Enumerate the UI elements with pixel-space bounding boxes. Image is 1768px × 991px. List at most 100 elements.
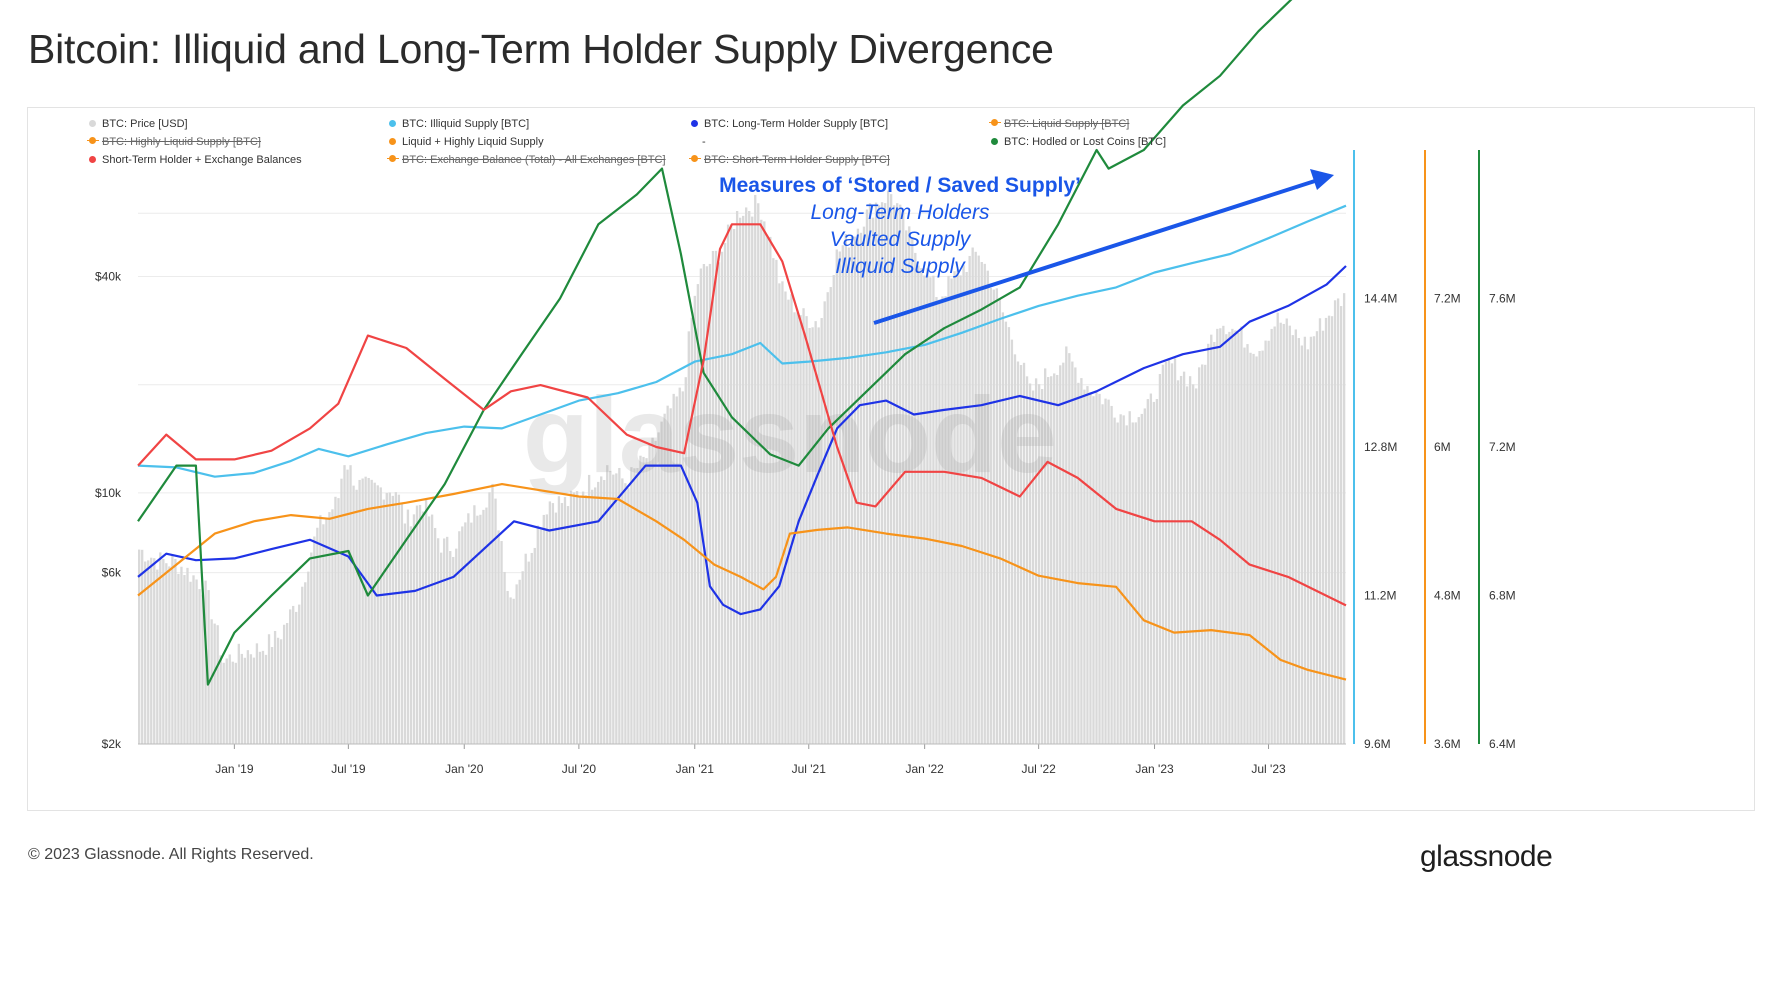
legend-item-dash[interactable]: -: [702, 136, 706, 148]
x-tick-label: Jul '19: [331, 762, 366, 776]
price-bar: [282, 624, 286, 744]
y-tick-label: $6k: [102, 566, 122, 580]
price-bar: [729, 224, 733, 745]
price-bar: [255, 643, 259, 744]
price-bar: [742, 215, 745, 744]
price-bar: [545, 514, 549, 744]
price-bar: [424, 498, 428, 744]
page-title: Bitcoin: Illiquid and Long-Term Holder S…: [28, 26, 1054, 72]
price-bar: [1134, 422, 1137, 744]
price-bar: [995, 288, 998, 744]
price-bar: [1198, 367, 1201, 744]
legend-dot-icon: [389, 138, 396, 145]
price-bar: [1270, 328, 1273, 744]
price-bar: [660, 421, 663, 744]
annotation-line: Illiquid Supply: [835, 255, 965, 278]
legend-item-sth-exchange[interactable]: Short-Term Holder + Exchange Balances: [86, 153, 302, 167]
price-bar: [1327, 315, 1331, 744]
price-bar: [1342, 293, 1346, 744]
legend-item-lth[interactable]: BTC: Long-Term Holder Supply [BTC]: [688, 117, 888, 131]
price-bar: [234, 662, 237, 744]
price-bar: [654, 440, 657, 744]
price-bar: [826, 292, 829, 744]
price-bar: [769, 236, 772, 744]
price-bar: [1152, 401, 1156, 744]
legend-disabled-icon: [386, 155, 399, 163]
price-bar: [1146, 399, 1149, 744]
price-bar: [473, 505, 476, 744]
price-bar: [639, 455, 642, 744]
price-bar: [304, 582, 307, 744]
price-bar: [651, 437, 654, 744]
price-bar: [1113, 417, 1116, 744]
price-bar: [210, 619, 213, 744]
price-bar: [1107, 399, 1110, 744]
price-bar: [458, 531, 461, 744]
price-bar: [394, 492, 398, 744]
axes: Jan '19 Jul '19 Jan '20 Jul '20 Jan '21 Jul '…: [95, 150, 1516, 776]
price-bar: [566, 506, 570, 744]
price-bar: [322, 524, 325, 744]
price-bar: [591, 489, 594, 744]
price-bar: [276, 637, 280, 744]
price-bar: [201, 594, 204, 744]
legend-item-illiquid[interactable]: BTC: Illiquid Supply [BTC]: [386, 117, 529, 131]
price-bar: [186, 567, 189, 744]
legend-item-price[interactable]: BTC: Price [USD]: [86, 117, 188, 131]
price-bar: [805, 316, 808, 744]
price-bar: [621, 478, 624, 744]
price-bar: [1179, 375, 1183, 744]
price-bar: [977, 255, 980, 744]
price-bar: [1240, 326, 1243, 744]
price-bar: [488, 492, 491, 744]
price-bar: [893, 205, 896, 745]
price-bar: [171, 555, 174, 744]
price-bar: [440, 552, 443, 744]
price-bar: [950, 278, 953, 744]
price-bar: [868, 203, 872, 744]
price-bar: [222, 662, 225, 744]
price-bar: [847, 247, 851, 744]
price-bar: [983, 263, 986, 744]
legend-item-hodled[interactable]: BTC: Hodled or Lost Coins [BTC]: [988, 135, 1166, 149]
price-bar: [914, 252, 917, 744]
series-lines: [137, 0, 1347, 686]
price-bar: [1019, 365, 1023, 744]
legend-item-highly-liquid[interactable]: BTC: Highly Liquid Supply [BTC]: [86, 135, 261, 149]
legend-item-exchange-balance[interactable]: BTC: Exchange Balance (Total) - All Exch…: [386, 153, 666, 167]
price-bar: [974, 251, 977, 744]
price-bar: [485, 507, 488, 744]
legend-item-liquid[interactable]: BTC: Liquid Supply [BTC]: [988, 117, 1129, 131]
price-bar: [1303, 336, 1307, 744]
price-bar: [766, 236, 769, 744]
price-bar: [1062, 362, 1065, 744]
right-axis-tick-label: 11.2M: [1364, 589, 1396, 603]
price-bar: [615, 473, 618, 744]
legend-item-liquid-plus[interactable]: Liquid + Highly Liquid Supply: [386, 135, 544, 149]
y-tick-label: $40k: [95, 270, 122, 284]
price-bar: [1219, 328, 1222, 744]
price-bar: [310, 552, 313, 744]
price-bar: [334, 496, 337, 744]
price-bar: [1116, 422, 1119, 744]
price-bar: [382, 499, 385, 744]
price-bar: [497, 530, 500, 744]
price-bar: [1050, 376, 1053, 744]
price-bar: [412, 514, 416, 744]
price-bar: [1164, 361, 1168, 744]
price-bar: [699, 268, 703, 744]
price-bar: [168, 566, 171, 744]
price-bar: [361, 478, 364, 744]
annotation-heading: Measures of ‘Stored / Saved Supply’: [719, 174, 1081, 197]
price-bar: [1282, 323, 1285, 744]
price-bar: [609, 470, 612, 744]
price-bar: [1318, 318, 1322, 744]
price-bar: [331, 509, 334, 744]
price-bar: [409, 526, 413, 744]
price-bar: [195, 579, 198, 744]
price-bar: [1321, 330, 1325, 744]
price-bar: [956, 269, 959, 744]
price-bar: [1083, 389, 1086, 744]
legend-item-sth-supply[interactable]: BTC: Short-Term Holder Supply [BTC]: [688, 153, 890, 167]
price-bar: [705, 266, 709, 744]
